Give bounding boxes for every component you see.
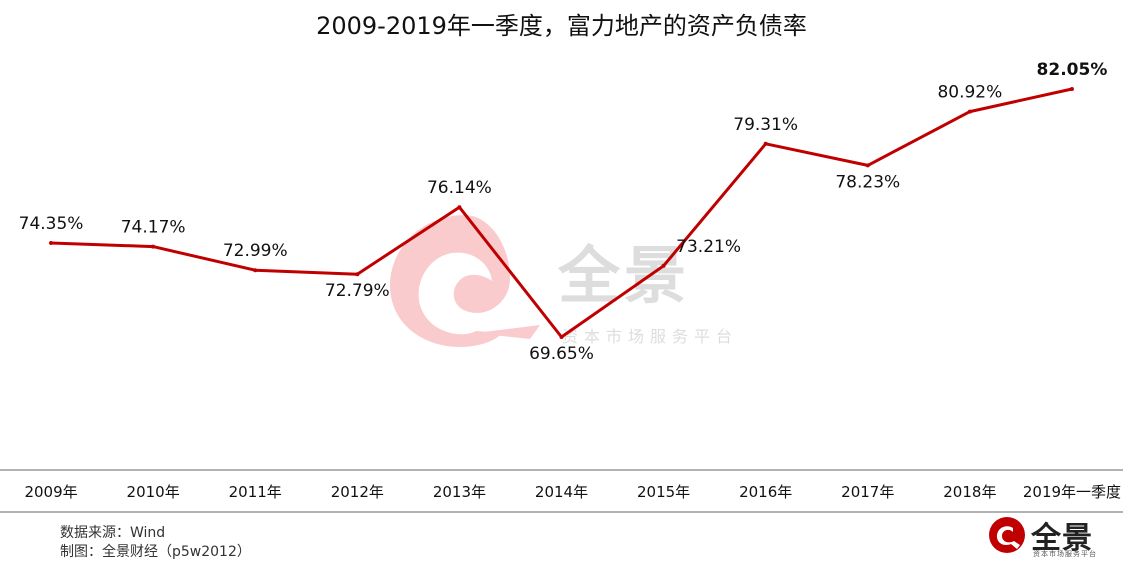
data-label: 80.92% [937, 83, 1002, 103]
x-tick-label: 2010年 [127, 483, 180, 501]
data-point [355, 272, 360, 277]
data-point [457, 205, 462, 210]
source-note: 数据来源：Wind [60, 525, 166, 541]
data-point [151, 244, 156, 249]
chart-title: 2009-2019年一季度，富力地产的资产负债率 [316, 12, 807, 40]
author-note: 制图：全景财经（p5w2012） [60, 544, 251, 560]
data-point [967, 109, 972, 114]
brand-logo-subtext: 资本市场服务平台 [1033, 550, 1097, 558]
data-labels-group: 74.35% 74.17% 72.99% 72.79% 76.14% 69.65% 73.2… [19, 60, 1108, 364]
data-point [865, 163, 870, 168]
series-line [50, 87, 1073, 339]
series-group [49, 87, 1074, 339]
data-point [559, 335, 564, 339]
data-label: 72.99% [223, 241, 288, 261]
x-tick-label: 2017年 [841, 483, 894, 501]
x-tick-label: 2011年 [229, 483, 282, 501]
brand-logo-text: 全景 [1031, 521, 1093, 556]
x-tick-label: 2014年 [535, 483, 588, 501]
data-point [661, 263, 666, 268]
data-point [49, 241, 54, 245]
x-tick-labels-group: 2009年 2010年 2011年 2012年 2013年 2014年 2015年 2016年… [24, 483, 1121, 501]
data-label: 82.05% [1037, 60, 1108, 80]
x-tick-label: 2015年 [637, 483, 690, 501]
x-tick-label: 2019年一季度 [1023, 483, 1121, 501]
x-tick-label: 2012年 [331, 483, 384, 501]
data-point [763, 141, 768, 146]
data-label: 74.35% [19, 214, 84, 234]
x-tick-label: 2018年 [943, 483, 996, 501]
data-label: 72.79% [325, 281, 390, 301]
data-point [1069, 87, 1074, 91]
x-tick-label: 2016年 [739, 483, 792, 501]
data-label: 76.14% [427, 178, 492, 198]
data-point [253, 268, 258, 273]
footer: 数据来源：Wind 制图：全景财经（p5w2012） [60, 524, 251, 562]
data-label: 73.21% [676, 237, 741, 257]
data-label: 79.31% [733, 115, 798, 135]
brand-logo: 全景 资本市场服务平台 [987, 511, 1107, 563]
data-label: 78.23% [835, 172, 900, 192]
brand-logo-icon [989, 517, 1025, 553]
data-label: 69.65% [529, 344, 594, 364]
x-tick-label: 2009年 [24, 483, 77, 501]
data-label: 74.17% [121, 218, 186, 238]
x-tick-label: 2013年 [433, 483, 486, 501]
